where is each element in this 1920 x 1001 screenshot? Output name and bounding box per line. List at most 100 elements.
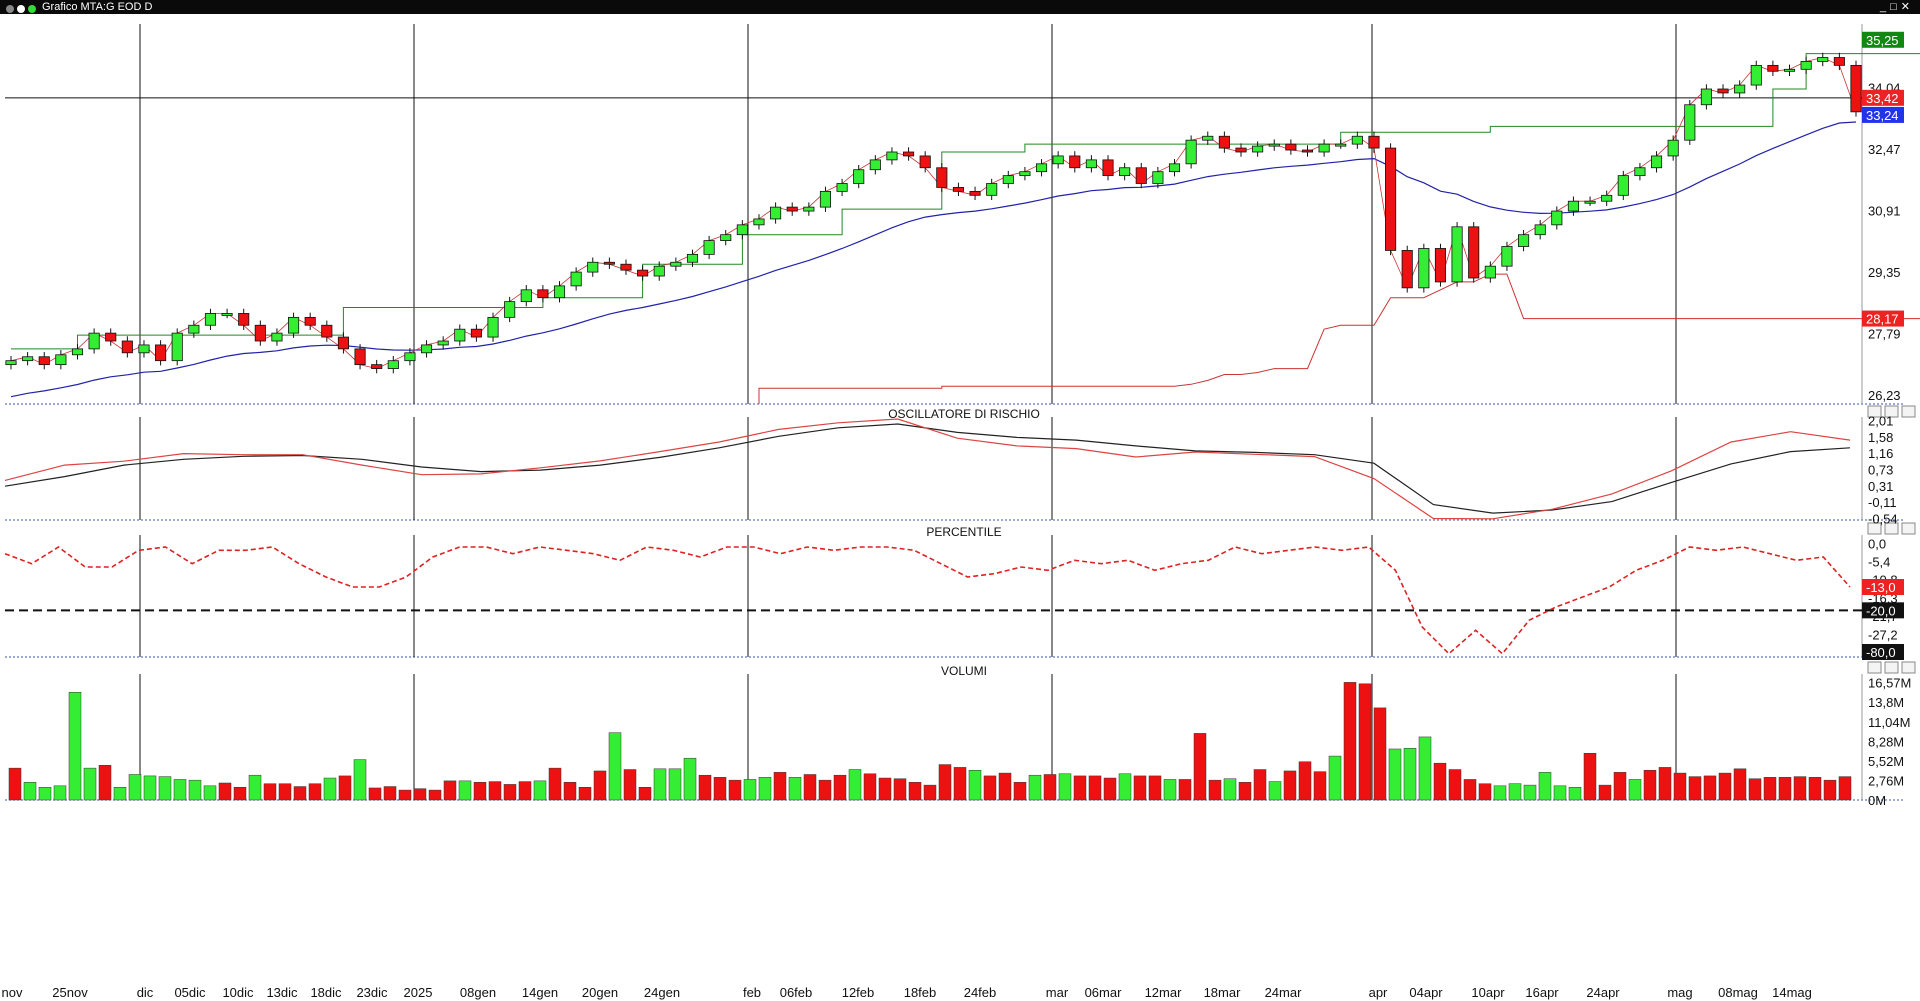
candle <box>271 332 283 342</box>
volume-bar <box>548 767 562 801</box>
candle <box>5 360 17 366</box>
candle <box>354 348 366 366</box>
volume-bar <box>488 781 502 801</box>
candle <box>1385 147 1397 251</box>
candle <box>603 261 615 265</box>
volume-bar <box>473 782 487 801</box>
x-tick-label: nov <box>2 985 23 1000</box>
y-tick-label: 0,73 <box>1868 463 1893 478</box>
y-tick-label: 16,57M <box>1868 676 1911 691</box>
percentile-panel: PERCENTILE0,0-5,4-10,8-16,3-21,7-27,2-13… <box>4 525 1904 660</box>
candle <box>1035 163 1048 173</box>
volume-bar <box>638 786 652 801</box>
x-tick-label: 20gen <box>582 985 618 1000</box>
candle <box>1601 194 1613 202</box>
candle <box>1750 64 1762 86</box>
volume-bar <box>323 777 337 801</box>
volume-panel: VOLUMI 16,57M 13,8M 11,04M 8,28M 5,52M 2,76M 0M <box>8 664 1911 808</box>
volume-bar <box>1778 777 1792 801</box>
y-tick-label: 8,28M <box>1868 734 1904 749</box>
menu-dot-icon[interactable] <box>6 5 14 13</box>
volume-bar <box>1313 771 1327 801</box>
y-tick-label: 1,16 <box>1868 446 1893 461</box>
volume-bar <box>668 768 682 801</box>
volume-bar <box>1043 774 1057 801</box>
volume-bar <box>683 757 697 801</box>
candle <box>1285 143 1297 151</box>
candle <box>1650 155 1663 169</box>
panel-button-icon <box>1884 661 1899 674</box>
x-tick-label: 24mar <box>1265 985 1303 1000</box>
volume-bar <box>1448 769 1462 801</box>
volume-bar <box>1343 682 1357 801</box>
volume-bar <box>1553 785 1567 801</box>
x-tick-label: 18mar <box>1204 985 1242 1000</box>
percentile-min-tag: -80,0 <box>1866 645 1896 660</box>
minimize-dot-icon[interactable] <box>17 5 25 13</box>
volume-bar <box>578 786 592 801</box>
volume-bar <box>368 787 382 801</box>
candle <box>121 340 133 354</box>
y-tick-label: 29,35 <box>1868 265 1901 280</box>
volume-bar <box>1013 782 1027 801</box>
y-tick-label: -0,54 <box>1868 511 1898 526</box>
panel-title: OSCILLATORE DI RISCHIO <box>888 407 1040 421</box>
candle <box>786 206 798 212</box>
y-tick-label: 2,01 <box>1868 414 1893 429</box>
volume-bar <box>1763 777 1777 801</box>
volume-bar <box>8 767 22 801</box>
maximize-dot-icon[interactable] <box>28 5 36 13</box>
candle <box>1368 135 1380 149</box>
candle <box>288 316 300 334</box>
candle <box>1052 155 1064 165</box>
x-tick-label: 18dic <box>310 985 342 1000</box>
volume-bar <box>1628 779 1642 801</box>
chart-canvas[interactable]: 35,2534,0432,4730,9129,3527,7926,2335,25… <box>0 14 1920 1001</box>
volume-bar <box>788 777 802 801</box>
panel-title: PERCENTILE <box>926 525 1001 539</box>
candle <box>936 167 948 188</box>
price-panel: 35,2534,0432,4730,9129,3527,7926,2335,25… <box>5 31 1920 404</box>
candle <box>1235 147 1247 153</box>
volume-bar <box>1193 733 1207 801</box>
candle <box>1800 61 1812 70</box>
candle <box>1634 167 1646 177</box>
volume-bar <box>1178 779 1192 801</box>
candle <box>1401 250 1413 289</box>
volume-bar <box>1658 767 1672 801</box>
candle <box>537 289 549 299</box>
oscillator-series-line <box>4 423 1851 514</box>
candle <box>969 190 981 196</box>
percentile-line <box>4 546 1851 655</box>
candle <box>620 263 632 271</box>
window-buttons[interactable]: _□✕ <box>1880 1 1914 13</box>
volume-bar <box>1478 783 1492 801</box>
window-controls[interactable] <box>6 3 39 17</box>
volume-bar <box>878 777 892 801</box>
x-tick-label: 2025 <box>404 985 433 1000</box>
candle <box>903 151 915 157</box>
candle <box>1850 64 1862 113</box>
candle <box>637 269 649 277</box>
volume-bar <box>713 777 727 801</box>
volume-bar <box>608 732 622 801</box>
panel-button-icon <box>1884 405 1899 418</box>
volume-bar <box>1673 772 1687 801</box>
candle <box>1268 143 1280 147</box>
volume-bar <box>278 783 292 801</box>
volume-bar <box>743 779 757 801</box>
panel-button-icon <box>1867 405 1882 418</box>
candle <box>204 313 217 326</box>
volume-bar <box>653 768 667 801</box>
candle <box>736 224 748 236</box>
percentile-level-tag: -20,0 <box>1866 603 1896 618</box>
x-tick-label: 10apr <box>1471 985 1505 1000</box>
y-tick-label: 30,91 <box>1868 204 1901 219</box>
volume-bar <box>1808 777 1822 801</box>
percentile-min-tag-bg <box>1862 644 1904 660</box>
volume-bar <box>188 779 202 801</box>
volume-bar <box>773 772 787 801</box>
y-tick-label: -27,2 <box>1868 627 1898 642</box>
volume-bar <box>1523 784 1537 801</box>
candle <box>221 313 233 316</box>
